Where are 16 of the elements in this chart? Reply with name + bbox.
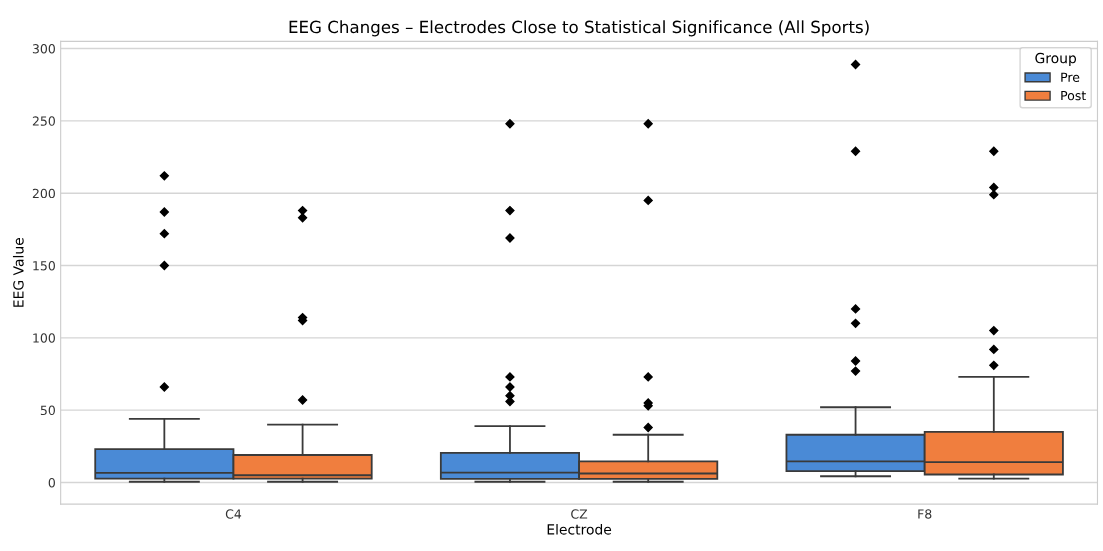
y-tick-label: 100	[33, 333, 55, 343]
legend-label: Post	[1061, 91, 1086, 101]
y-tick-label: 250	[32, 116, 55, 126]
x-axis-title: Electrode	[547, 523, 612, 535]
x-tick-label: C4	[225, 509, 242, 519]
y-tick-label: 200	[32, 188, 55, 199]
y-axis-title: EEG Value	[12, 238, 24, 307]
y-tick-label: 0	[48, 477, 55, 488]
legend-title: Group	[1035, 52, 1077, 67]
x-tick-label: F8	[918, 509, 932, 519]
legend-label: Pre	[1061, 72, 1080, 82]
y-tick-label: 50	[40, 405, 55, 416]
y-tick-label: 300	[32, 44, 55, 54]
x-tick-label: CZ	[571, 509, 588, 519]
y-tick-label: 150	[33, 260, 55, 271]
chart-title: EEG Changes – Electrodes Close to Statistical Significance (All Sports)	[289, 20, 869, 37]
